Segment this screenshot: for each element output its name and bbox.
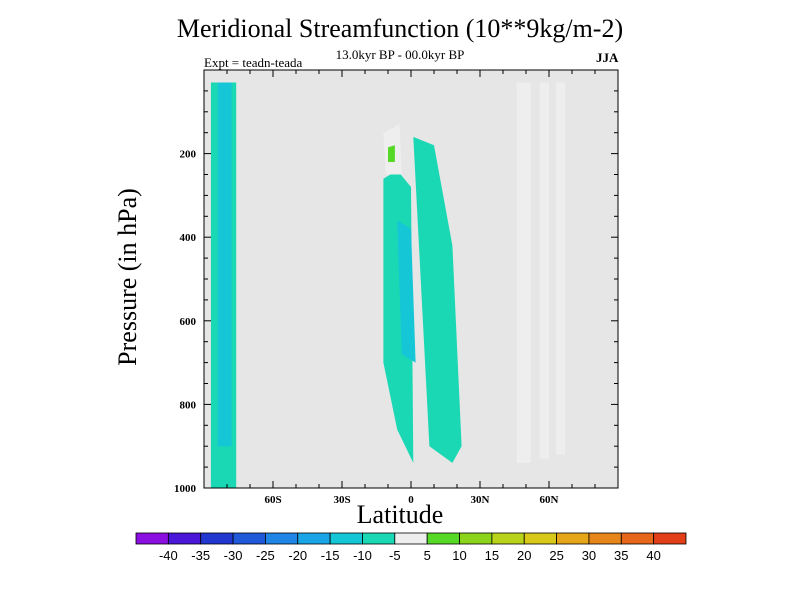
season-label: JJA (596, 50, 619, 65)
contour-plume-core (388, 145, 395, 162)
contour-nh-band-2 (539, 82, 549, 459)
x-axis-label: Latitude (356, 500, 444, 529)
colorbar-swatch (523, 532, 557, 545)
colorbar-label: -5 (389, 548, 401, 563)
contour-nh-band-3 (555, 82, 566, 455)
colorbar-swatch (426, 532, 460, 545)
colorbar-label: -20 (288, 548, 307, 563)
colorbar-label: -30 (224, 548, 243, 563)
x-axis: 60S 30S 0 30N 60N (203, 70, 619, 506)
colorbar-label: 5 (424, 548, 431, 563)
colorbar-swatch (265, 532, 299, 545)
colorbar-swatch (297, 532, 331, 545)
colorbar-label: -25 (256, 548, 275, 563)
colorbar-label: -15 (321, 548, 340, 563)
colorbar-swatch (232, 532, 266, 545)
y-tick-label: 600 (180, 316, 197, 328)
x-tick-label: 60S (264, 494, 281, 506)
colorbar-label: 30 (582, 548, 596, 563)
contour-tropical-core (397, 220, 416, 363)
colorbar: -40 -35 -30 -25 -20 -15 -10 -5 5 10 15 20 25 30 35 40 (135, 532, 687, 563)
y-axis: 200 400 600 800 1000 (174, 69, 618, 495)
colorbar-swatch (394, 532, 428, 545)
y-tick-label: 200 (180, 149, 197, 161)
x-tick-label: 30S (333, 494, 350, 506)
colorbar-swatch (491, 532, 525, 545)
y-tick-label: 1000 (174, 483, 197, 495)
colorbar-label: -40 (159, 548, 178, 563)
y-tick-label: 400 (180, 232, 197, 244)
colorbar-label: 15 (485, 548, 499, 563)
contour-tropical-cell-b (413, 136, 462, 463)
colorbar-swatch (588, 532, 622, 545)
experiment-note: Expt = teadn-teada (204, 55, 303, 70)
x-tick-label: 30N (471, 494, 490, 506)
x-tick-label: 60N (540, 494, 559, 506)
y-axis-label: Pressure (in hPa) (113, 188, 142, 366)
colorbar-swatch (167, 532, 202, 545)
y-tick-label: 800 (180, 399, 197, 411)
chart-subtitle: 13.0kyr BP - 00.0kyr BP (335, 47, 465, 62)
colorbar-label: 25 (549, 548, 563, 563)
colorbar-label: 10 (452, 548, 466, 563)
colorbar-label: 40 (646, 548, 660, 563)
contour-nh-band-1 (516, 82, 531, 463)
colorbar-swatch (135, 532, 169, 545)
contour-sh-cell-core (217, 82, 232, 447)
colorbar-swatch (556, 532, 590, 545)
colorbar-swatch (200, 532, 234, 545)
colorbar-swatch (459, 532, 493, 545)
colorbar-label: -35 (191, 548, 210, 563)
colorbar-swatch (329, 532, 363, 545)
colorbar-swatch (362, 532, 396, 545)
colorbar-label: 20 (517, 548, 531, 563)
colorbar-label: 35 (614, 548, 628, 563)
colorbar-swatch (620, 532, 655, 545)
contour-fill-layer (210, 82, 566, 488)
colorbar-swatch (653, 532, 687, 545)
chart-title: Meridional Streamfunction (10**9kg/m-2) (176, 14, 624, 43)
x-tick-label: 0 (408, 494, 414, 506)
colorbar-label: -10 (353, 548, 372, 563)
